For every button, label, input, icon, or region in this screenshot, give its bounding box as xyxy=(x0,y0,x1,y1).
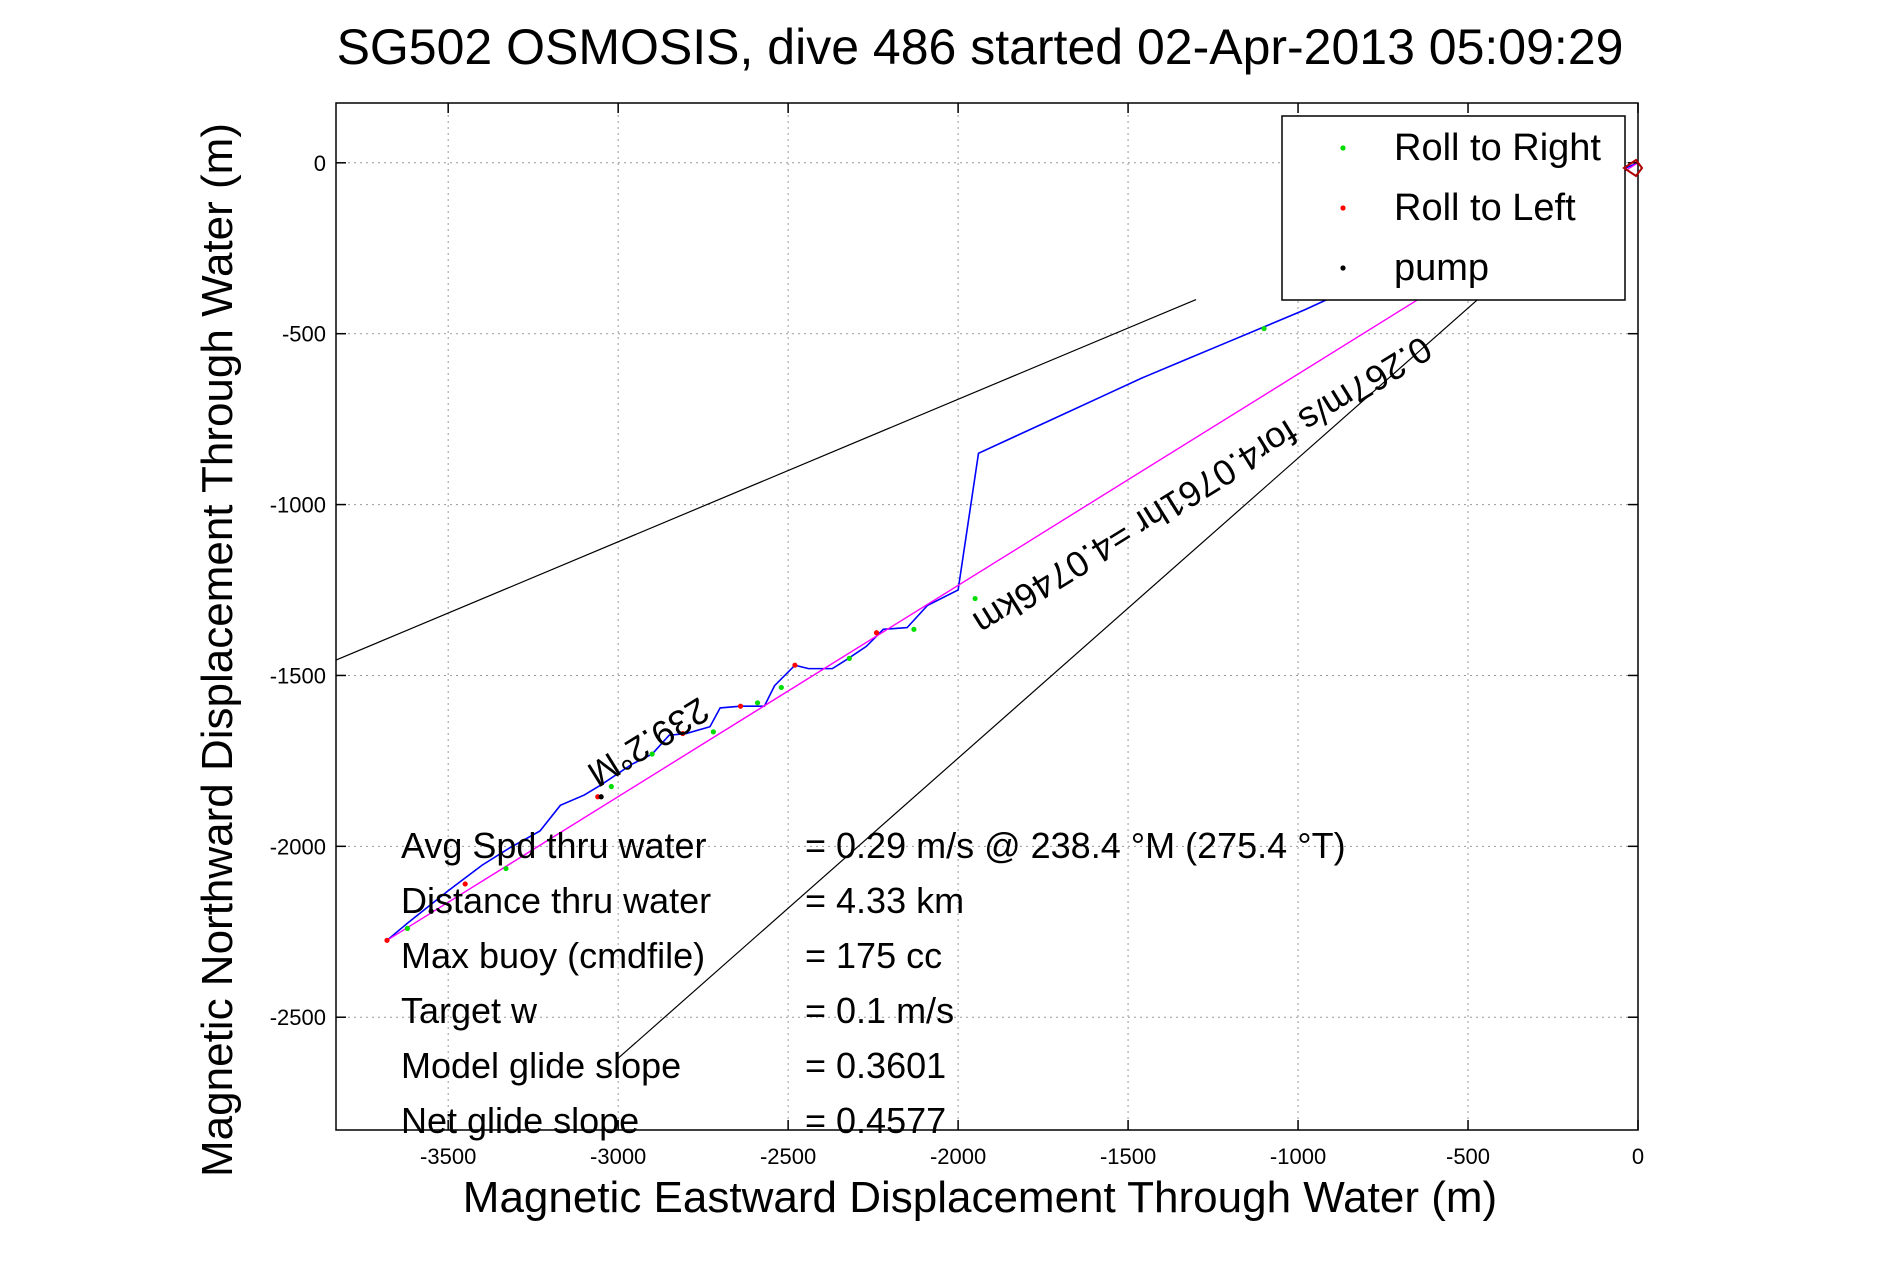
stats-label: Net glide slope xyxy=(401,1100,639,1141)
legend: Roll to Right Roll to Left pump xyxy=(1281,115,1626,301)
legend-marker xyxy=(1340,265,1346,271)
stats-label: Avg Spd thru water xyxy=(401,825,707,866)
y-tick-label: -500 xyxy=(282,322,326,347)
y-tick-label: 0 xyxy=(314,151,326,176)
legend-marker xyxy=(1340,145,1346,151)
stats-label: Model glide slope xyxy=(401,1045,681,1086)
marker-roll-to-right xyxy=(710,729,716,735)
marker-roll-to-right xyxy=(778,684,784,691)
y-tick-label: -1500 xyxy=(270,663,326,688)
x-tick-label: -500 xyxy=(1446,1144,1490,1169)
marker-layer xyxy=(384,204,1539,943)
x-axis-label: Magnetic Eastward Displacement Through W… xyxy=(463,1173,1497,1222)
legend-box xyxy=(1281,115,1626,301)
marker-roll-to-right xyxy=(972,595,978,602)
marker-pump xyxy=(598,794,604,800)
chart-title: SG502 OSMOSIS, dive 486 started 02-Apr-2… xyxy=(337,19,1624,75)
marker-roll-to-right xyxy=(754,700,761,706)
marker-pump xyxy=(428,908,434,914)
marker-roll-to-left xyxy=(680,730,686,737)
stats-label: Distance thru water xyxy=(401,880,711,921)
stats-block: Avg Spd thru water = 0.29 m/s @ 238.4 °M … xyxy=(401,825,1346,1141)
marker-roll-to-left xyxy=(873,630,880,636)
rotated-annotations: 239.2°M 0.267m/s for4.0761hr =4.0746km xyxy=(581,328,1439,795)
stats-value: = 0.4577 xyxy=(805,1100,946,1141)
heading-annotation: 239.2°M xyxy=(581,690,717,796)
speed-line-annotation: 0.267m/s for4.0761hr =4.0746km xyxy=(966,328,1439,644)
marker-roll-to-right xyxy=(1261,325,1267,332)
marker-roll-to-left xyxy=(792,662,798,668)
y-tick-label: -1000 xyxy=(270,493,326,518)
x-tick-label: -2000 xyxy=(930,1144,986,1169)
stats-label: Target w xyxy=(401,990,538,1031)
marker-roll-to-right xyxy=(846,655,852,661)
stats-value: = 0.29 m/s @ 238.4 °M (275.4 °T) xyxy=(805,825,1346,866)
x-tick-label: -3000 xyxy=(590,1144,646,1169)
legend-label: pump xyxy=(1394,247,1489,289)
grid xyxy=(336,103,1639,1130)
marker-roll-to-right xyxy=(911,626,917,632)
stats-value: = 4.33 km xyxy=(805,880,964,921)
marker-roll-to-left xyxy=(737,703,744,709)
marker-roll-to-right xyxy=(608,783,614,790)
y-tick-label: -2000 xyxy=(270,834,326,859)
guide-line-upper xyxy=(335,298,1197,661)
stats-value: = 175 cc xyxy=(805,935,942,976)
plot-frame xyxy=(335,102,1639,1131)
x-tick-label: -3500 xyxy=(420,1144,476,1169)
y-axis-label: Magnetic Northward Displacement Through … xyxy=(193,123,242,1177)
x-tick-label: 0 xyxy=(1632,1144,1644,1169)
marker-roll-to-right xyxy=(404,925,410,931)
stats-label: Max buoy (cmdfile) xyxy=(401,935,705,976)
legend-label: Roll to Left xyxy=(1394,187,1576,229)
stats-value: = 0.1 m/s xyxy=(805,990,954,1031)
stats-value: = 0.3601 xyxy=(805,1045,946,1086)
guide-lines xyxy=(335,295,1483,1059)
x-tick-label: -1500 xyxy=(1100,1144,1156,1169)
x-tick-label: -2500 xyxy=(760,1144,816,1169)
marker-roll-to-right xyxy=(503,865,509,872)
track-end-glyph xyxy=(1622,158,1644,178)
legend-marker xyxy=(1340,205,1346,211)
y-tick-label: -2500 xyxy=(270,1005,326,1030)
marker-roll-to-left xyxy=(462,881,468,887)
marker-roll-to-right xyxy=(649,751,655,757)
guide-line-lower xyxy=(617,295,1483,1059)
legend-label: Roll to Right xyxy=(1394,127,1601,169)
x-tick-label: -1000 xyxy=(1270,1144,1326,1169)
y-ticks: 0 -500 -1000 -1500 -2000 -2500 xyxy=(270,151,1638,1030)
x-ticks: -3500 -3000 -2500 -2000 -1500 -1000 -500 0 xyxy=(420,103,1644,1169)
marker-roll-to-left xyxy=(384,937,390,943)
legend-entries: Roll to Right Roll to Left pump xyxy=(1340,127,1601,289)
